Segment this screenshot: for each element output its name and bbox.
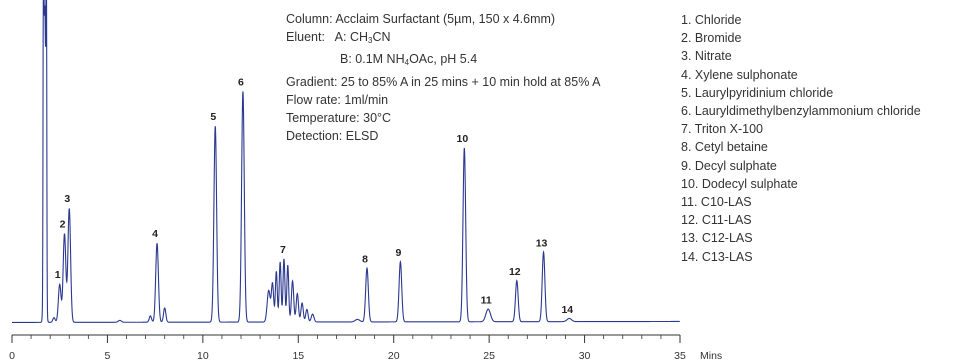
peak-label: 11 <box>481 294 492 306</box>
eluent-b-prefix: B: 0.1M NH <box>340 52 405 67</box>
flow-rate-condition: Flow rate: 1ml/min <box>286 92 389 107</box>
x-tick-label: 0 <box>9 350 15 362</box>
legend-item: 6. Lauryldimethylbenzylammonium chloride <box>681 104 921 119</box>
eluent-a-condition: Eluent: A: CH3CN <box>286 28 600 50</box>
eluent-label: Eluent: <box>286 30 325 45</box>
x-tick-label: 10 <box>197 350 209 362</box>
chromatography-conditions: Column: Acclaim Surfactant (5µm, 150 x 4… <box>286 10 600 145</box>
legend-item: 4. Xylene sulphonate <box>681 67 798 82</box>
peak-label: 12 <box>509 266 521 278</box>
peak-label: 13 <box>536 237 548 249</box>
legend-item: 9. Decyl sulphate <box>681 158 777 173</box>
column-condition: Column: Acclaim Surfactant (5µm, 150 x 4… <box>286 12 556 26</box>
peak-legend: 1. Chloride 2. Bromide 3. Nitrate 4. Xyl… <box>681 11 921 266</box>
x-axis: 0 5 10 15 20 25 30 35 <box>9 334 686 362</box>
peak-label: 9 <box>395 247 401 259</box>
x-tick-label: 25 <box>483 350 495 362</box>
peak-label: 6 <box>238 76 244 88</box>
detection-condition: Detection: ELSD <box>286 129 379 144</box>
peak-label: 4 <box>152 228 158 240</box>
peak-label: 14 <box>561 304 573 316</box>
eluent-a-suffix: CN <box>372 30 391 45</box>
chromatogram-line <box>12 0 680 323</box>
x-tick-label: 20 <box>388 350 400 362</box>
legend-item: 3. Nitrate <box>681 49 732 64</box>
temperature-condition: Temperature: 30°C <box>286 111 392 126</box>
peak-label: 2 <box>60 219 66 231</box>
eluent-b-subscript: 4 <box>404 58 410 68</box>
eluent-a-subscript: 3 <box>368 36 373 46</box>
x-tick-label: 5 <box>105 350 111 362</box>
legend-item: 7. Triton X-100 <box>681 122 763 137</box>
peak-label: 1 <box>55 269 61 281</box>
legend-item: 8. Cetyl betaine <box>681 140 768 155</box>
legend-item: 1. Chloride <box>681 13 742 27</box>
peak-label: 10 <box>456 133 468 145</box>
gradient-condition: Gradient: 25 to 85% A in 25 mins + 10 mi… <box>286 74 601 89</box>
x-tick-label: 30 <box>579 350 591 362</box>
peak-label: 5 <box>210 111 216 123</box>
peak-label: 3 <box>64 193 70 205</box>
eluent-b-suffix: OAc, pH 5.4 <box>409 52 478 67</box>
legend-item: 12. C11-LAS <box>681 213 752 228</box>
x-axis-title: Mins <box>700 350 722 362</box>
legend-item: 11. C10-LAS <box>681 195 752 210</box>
legend-item: 13. C12-LAS <box>681 231 753 246</box>
chromatogram-trace <box>12 0 680 323</box>
eluent-a-prefix: A: CH <box>334 30 368 45</box>
x-tick-label: 35 <box>674 350 686 362</box>
eluent-b-condition: B: 0.1M NH4OAc, pH 5.4 <box>286 50 600 72</box>
legend-item: 14. C13-LAS <box>681 249 753 264</box>
legend-item: 10. Dodecyl sulphate <box>681 176 798 191</box>
legend-item: 5. Laurylpyridinium chloride <box>681 85 834 100</box>
peak-label: 7 <box>280 244 286 256</box>
x-tick-label: 15 <box>292 350 304 362</box>
peak-label: 8 <box>362 253 368 265</box>
legend-item: 2. Bromide <box>681 31 742 46</box>
